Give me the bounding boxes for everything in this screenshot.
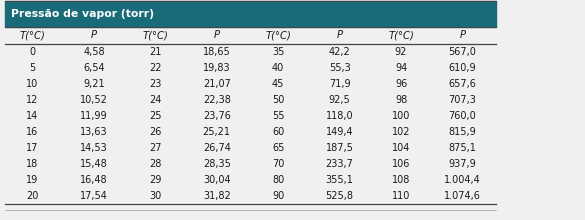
Text: 24: 24 bbox=[149, 95, 161, 105]
Text: 1.074,6: 1.074,6 bbox=[444, 191, 481, 201]
Text: 18,65: 18,65 bbox=[203, 47, 230, 57]
Text: 27: 27 bbox=[149, 143, 161, 153]
Text: 10: 10 bbox=[26, 79, 39, 89]
Text: 104: 104 bbox=[392, 143, 410, 153]
Text: 100: 100 bbox=[392, 111, 410, 121]
Text: 118,0: 118,0 bbox=[326, 111, 353, 121]
Text: T(°C): T(°C) bbox=[19, 30, 46, 40]
Text: 70: 70 bbox=[272, 159, 284, 169]
Text: 815,9: 815,9 bbox=[449, 127, 476, 137]
Text: 21: 21 bbox=[149, 47, 161, 57]
Text: 92: 92 bbox=[395, 47, 407, 57]
Text: 25: 25 bbox=[149, 111, 161, 121]
Text: 80: 80 bbox=[272, 175, 284, 185]
Text: 60: 60 bbox=[272, 127, 284, 137]
Text: 11,99: 11,99 bbox=[80, 111, 108, 121]
Text: 15,48: 15,48 bbox=[80, 159, 108, 169]
Text: 20: 20 bbox=[26, 191, 39, 201]
Text: 110: 110 bbox=[392, 191, 410, 201]
Text: 0: 0 bbox=[29, 47, 36, 57]
Text: 707,3: 707,3 bbox=[449, 95, 476, 105]
Text: 94: 94 bbox=[395, 63, 407, 73]
Text: T(°C): T(°C) bbox=[142, 30, 168, 40]
Text: 42,2: 42,2 bbox=[329, 47, 350, 57]
Text: 4,58: 4,58 bbox=[83, 47, 105, 57]
Text: 29: 29 bbox=[149, 175, 161, 185]
Text: Pressão de vapor (torr): Pressão de vapor (torr) bbox=[11, 9, 153, 19]
Text: 23: 23 bbox=[149, 79, 161, 89]
Text: 10,52: 10,52 bbox=[80, 95, 108, 105]
Text: T(°C): T(°C) bbox=[388, 30, 414, 40]
Text: 23,76: 23,76 bbox=[203, 111, 230, 121]
Text: 108: 108 bbox=[392, 175, 410, 185]
Text: 65: 65 bbox=[272, 143, 284, 153]
Text: 937,9: 937,9 bbox=[449, 159, 476, 169]
Text: 106: 106 bbox=[392, 159, 410, 169]
Text: P: P bbox=[91, 30, 97, 40]
Text: 28,35: 28,35 bbox=[203, 159, 230, 169]
Text: 26: 26 bbox=[149, 127, 161, 137]
Text: 55,3: 55,3 bbox=[329, 63, 350, 73]
Text: 14,53: 14,53 bbox=[80, 143, 108, 153]
Text: 98: 98 bbox=[395, 95, 407, 105]
Text: 16: 16 bbox=[26, 127, 39, 137]
Text: 610,9: 610,9 bbox=[449, 63, 476, 73]
Text: 14: 14 bbox=[26, 111, 39, 121]
Text: 17: 17 bbox=[26, 143, 39, 153]
Text: 92,5: 92,5 bbox=[329, 95, 350, 105]
Text: 28: 28 bbox=[149, 159, 161, 169]
Text: P: P bbox=[214, 30, 220, 40]
Text: T(°C): T(°C) bbox=[265, 30, 291, 40]
Text: 875,1: 875,1 bbox=[449, 143, 476, 153]
Text: 17,54: 17,54 bbox=[80, 191, 108, 201]
Text: 30,04: 30,04 bbox=[203, 175, 230, 185]
Text: 71,9: 71,9 bbox=[329, 79, 350, 89]
Text: 6,54: 6,54 bbox=[83, 63, 105, 73]
Text: 21,07: 21,07 bbox=[203, 79, 230, 89]
Text: 233,7: 233,7 bbox=[326, 159, 353, 169]
Text: 16,48: 16,48 bbox=[80, 175, 108, 185]
Text: 55: 55 bbox=[272, 111, 284, 121]
Text: 760,0: 760,0 bbox=[449, 111, 476, 121]
Text: 1.004,4: 1.004,4 bbox=[444, 175, 481, 185]
Text: P: P bbox=[336, 30, 343, 40]
Text: 355,1: 355,1 bbox=[326, 175, 353, 185]
Text: 187,5: 187,5 bbox=[326, 143, 353, 153]
Text: 40: 40 bbox=[272, 63, 284, 73]
Text: 12: 12 bbox=[26, 95, 39, 105]
Text: P: P bbox=[459, 30, 466, 40]
Text: 102: 102 bbox=[392, 127, 410, 137]
Text: 25,21: 25,21 bbox=[203, 127, 230, 137]
Text: 22,38: 22,38 bbox=[203, 95, 230, 105]
Text: 525,8: 525,8 bbox=[326, 191, 353, 201]
Text: 45: 45 bbox=[272, 79, 284, 89]
Bar bbox=[5, 1, 496, 27]
Text: 30: 30 bbox=[149, 191, 161, 201]
Text: 26,74: 26,74 bbox=[203, 143, 230, 153]
Text: 19,83: 19,83 bbox=[203, 63, 230, 73]
Text: 657,6: 657,6 bbox=[449, 79, 476, 89]
Text: 90: 90 bbox=[272, 191, 284, 201]
Text: 9,21: 9,21 bbox=[83, 79, 105, 89]
Text: 18: 18 bbox=[26, 159, 39, 169]
Text: 31,82: 31,82 bbox=[203, 191, 230, 201]
Text: 5: 5 bbox=[29, 63, 36, 73]
Text: 35: 35 bbox=[272, 47, 284, 57]
Text: 13,63: 13,63 bbox=[80, 127, 108, 137]
Text: 96: 96 bbox=[395, 79, 407, 89]
Text: 567,0: 567,0 bbox=[449, 47, 476, 57]
Text: 19: 19 bbox=[26, 175, 39, 185]
Text: 50: 50 bbox=[272, 95, 284, 105]
Text: 149,4: 149,4 bbox=[326, 127, 353, 137]
Text: 22: 22 bbox=[149, 63, 161, 73]
